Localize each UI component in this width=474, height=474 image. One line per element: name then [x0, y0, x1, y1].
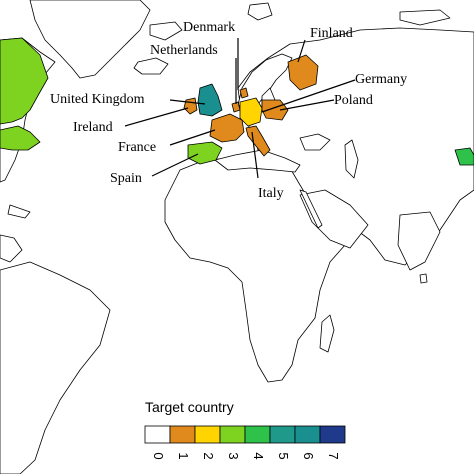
legend-swatch-0 [144, 425, 171, 444]
germany-shape [239, 97, 263, 127]
label-finland: Finland [310, 26, 353, 41]
leader-line-germany [261, 79, 356, 113]
legend-ticks: 0 1 2 3 4 5 6 7 [151, 452, 341, 459]
iceland-shape [133, 57, 169, 75]
south-america-shape [0, 261, 111, 474]
africa-shape [164, 157, 346, 383]
svalbard-shape [247, 2, 273, 21]
legend-tick-label: 0 [151, 452, 166, 459]
label-ireland: Ireland [73, 120, 113, 135]
caspian-sea-shape [344, 139, 359, 179]
leader-line-poland [279, 99, 335, 111]
legend-swatch-5 [269, 425, 296, 444]
denmark-shape [239, 87, 249, 99]
legend-swatches [144, 425, 346, 444]
legend: Target country 0 1 2 3 4 5 6 7 [144, 399, 346, 460]
arabia-shape [299, 189, 369, 249]
leader-line-italy [251, 131, 259, 179]
arctic-island-shape [399, 9, 451, 26]
legend-tick-label: 4 [251, 452, 266, 459]
leader-line-finland [297, 39, 306, 63]
legend-tick-label: 5 [276, 452, 291, 459]
black-sea-shape [299, 133, 331, 151]
legend-swatch-6 [294, 425, 321, 444]
canada-shape [0, 37, 49, 125]
leader-line-france [169, 129, 216, 146]
leader-line-ireland [124, 107, 189, 127]
legend-tick-label: 2 [201, 452, 216, 459]
newfoundland-shape [0, 125, 41, 151]
legend-tick-label: 7 [326, 452, 341, 459]
label-netherlands: Netherlands [150, 43, 218, 58]
label-spain: Spain [110, 171, 142, 186]
green-country-shape [454, 147, 474, 166]
spain-shape [187, 141, 223, 165]
uk-shape [197, 83, 223, 117]
legend-tick-label: 1 [176, 452, 191, 459]
leader-line-spain [151, 153, 199, 177]
india-shape [397, 211, 441, 271]
mediterranean-shape [214, 149, 301, 173]
france-shape [209, 113, 245, 143]
red-sea-shape [299, 189, 323, 229]
legend-tick-label: 3 [226, 452, 241, 459]
label-denmark: Denmark [183, 20, 235, 35]
legend-swatch-1 [169, 425, 196, 444]
label-france: France [118, 140, 156, 155]
legend-tick-label: 6 [301, 452, 316, 459]
legend-swatch-4 [244, 425, 271, 444]
caribbean-shape [0, 234, 23, 263]
finland-shape [287, 54, 319, 91]
legend-swatch-2 [194, 425, 221, 444]
legend-title: Target country [145, 399, 234, 415]
madagascar-shape [319, 314, 335, 353]
greenland-shape [29, 0, 151, 79]
label-italy: Italy [258, 186, 284, 201]
caribbean-shape [7, 204, 31, 219]
arctic-island-shape [149, 21, 183, 41]
label-united-kingdom: United Kingdom [50, 92, 145, 107]
leader-line-uk [169, 99, 206, 105]
legend-swatch-3 [219, 425, 246, 444]
label-poland: Poland [334, 93, 373, 108]
srilanka-shape [419, 273, 428, 284]
legend-swatch-7 [319, 425, 346, 444]
label-germany: Germany [355, 72, 407, 87]
